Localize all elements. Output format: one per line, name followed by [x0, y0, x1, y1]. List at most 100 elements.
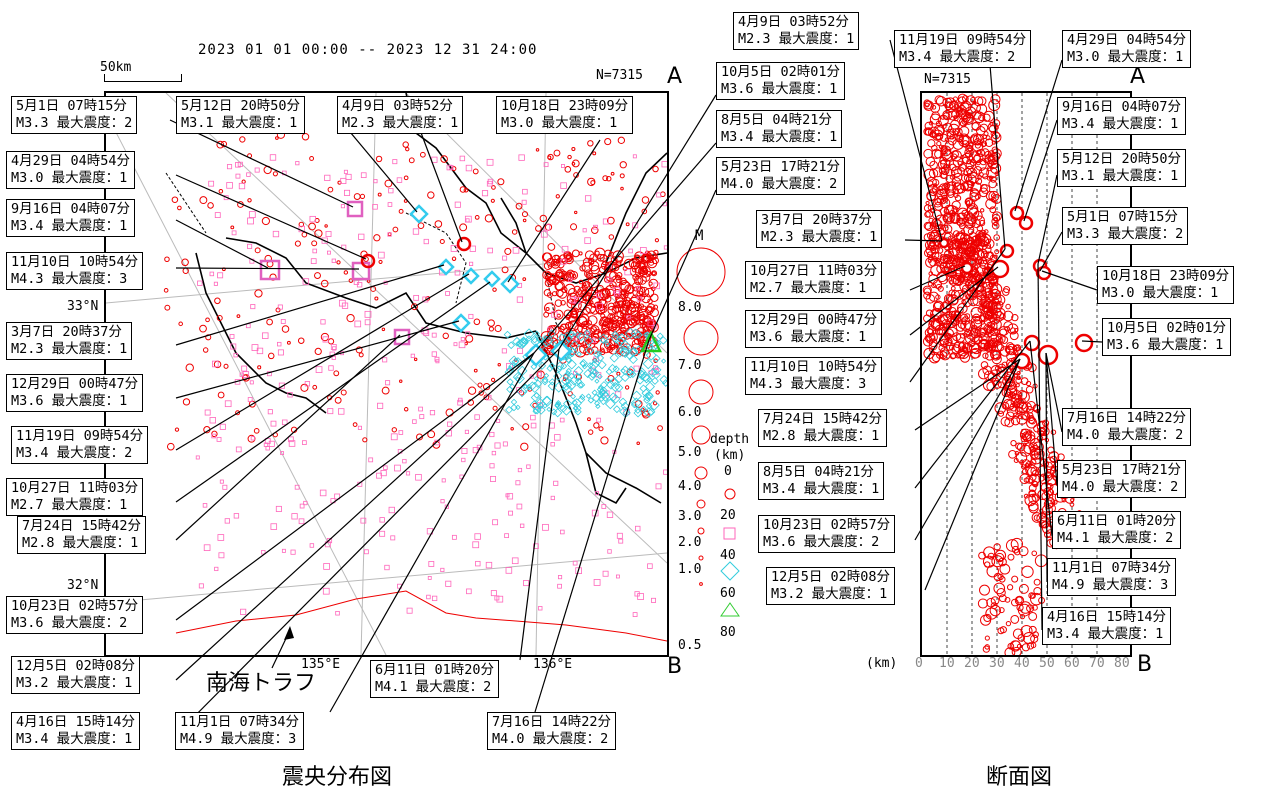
section-event	[951, 181, 957, 186]
map-event-shallow	[467, 399, 475, 406]
map-callout-6: 8月5日 04時21分 M3.4 最大震度：1	[716, 110, 843, 148]
section-event	[949, 212, 961, 224]
section-event	[979, 219, 986, 227]
map-event-mid	[582, 228, 587, 233]
map-event-mid	[247, 217, 254, 225]
map-event-mid	[459, 155, 466, 162]
map-event-mid	[216, 436, 222, 442]
map-event-shallow	[547, 155, 552, 160]
map-event-mid	[655, 483, 662, 490]
map-event-shallow	[641, 196, 650, 204]
map-event-mid	[554, 434, 561, 441]
map-event-shallow	[564, 166, 572, 173]
map-event-mid	[468, 313, 474, 319]
map-event-mid	[428, 561, 435, 567]
section-event	[965, 200, 971, 205]
map-event-shallow	[482, 382, 491, 391]
map-highlight-event	[409, 204, 429, 224]
section-event	[936, 271, 948, 283]
map-event-mid	[472, 541, 480, 549]
map-event-shallow	[547, 243, 556, 251]
map-event-mid	[335, 610, 340, 616]
map-event-shallow	[472, 168, 479, 175]
section-event-count: N=7315	[924, 72, 971, 87]
map-callout-7: 5月23日 17時21分 M4.0 最大震度：2	[716, 157, 846, 195]
map-event-mid	[661, 161, 667, 168]
section-callout-15: 8月5日 04時21分 M3.4 最大震度：1	[758, 462, 885, 500]
section-event	[1052, 499, 1058, 505]
map-event-shallow	[301, 133, 310, 141]
map-event-shallow	[257, 365, 262, 370]
map-event-shallow	[593, 422, 600, 429]
map-event-shallow	[398, 208, 404, 214]
map-event-mid	[322, 587, 330, 595]
map-event-mid	[208, 180, 215, 187]
nankai-trough-label: 南海トラフ	[206, 671, 317, 696]
map-event-mid	[450, 245, 458, 252]
section-event	[965, 160, 975, 170]
map-event-shallow	[378, 259, 383, 264]
map-event-shallow	[221, 267, 226, 272]
map-event-shallow	[520, 442, 529, 451]
map-event-mid	[343, 169, 348, 174]
map-event-shallow	[655, 390, 660, 395]
map-event-shallow	[392, 226, 399, 233]
map-event-shallow	[657, 425, 663, 432]
section-event	[1033, 578, 1041, 586]
map-event-mid	[323, 563, 330, 570]
map-event-shallow	[427, 430, 436, 439]
map-event-mid	[280, 319, 286, 324]
map-event-mid	[390, 535, 396, 541]
section-event	[1042, 419, 1050, 427]
map-event-shallow	[314, 347, 322, 356]
map-event-mid	[261, 550, 266, 555]
map-event-shallow	[375, 155, 383, 163]
section-callout-8: 10月27日 11時03分 M2.7 最大震度：1	[745, 261, 883, 299]
section-event	[1009, 331, 1019, 341]
section-event	[984, 635, 990, 641]
map-event-shallow	[346, 313, 355, 323]
map-event-shallow	[492, 405, 498, 411]
map-event-mid	[214, 212, 221, 219]
map-event-mid	[224, 400, 232, 408]
map-event-shallow	[300, 383, 309, 392]
map-event-shallow	[473, 368, 478, 373]
map-event-mid	[431, 156, 438, 163]
section-event	[1011, 314, 1019, 322]
map-event-mid	[615, 574, 620, 579]
section-event	[990, 596, 1000, 605]
depth-legend-40: 40	[720, 548, 736, 563]
map-event-mid	[328, 365, 334, 371]
map-event-mid	[651, 597, 657, 603]
section-event	[978, 167, 990, 178]
epicenter-map-canvas	[106, 93, 667, 655]
map-event-shallow	[571, 249, 580, 258]
map-event-shallow	[309, 156, 315, 161]
map-event-mid	[405, 471, 411, 476]
map-event-mid	[490, 590, 497, 597]
map-callout-20: 11月1日 07時34分 M4.9 最大震度：3	[175, 712, 305, 750]
section-axis-unit: (km)	[866, 656, 898, 671]
map-event-shallow	[545, 306, 550, 312]
map-event-mid	[217, 534, 225, 541]
map-event-mid	[445, 430, 452, 437]
legend-mag-0-5: 0.5	[678, 638, 702, 653]
section-event	[1044, 437, 1050, 443]
map-event-mid	[319, 489, 327, 497]
map-event-mid	[521, 199, 527, 205]
section-event	[1005, 303, 1011, 310]
map-event-mid	[515, 480, 521, 486]
map-event-mid	[278, 382, 285, 389]
section-callout-13: 7月24日 15時42分 M2.8 最大震度：1	[758, 409, 888, 447]
map-event-mid	[223, 195, 229, 201]
section-event	[956, 107, 963, 115]
section-event	[971, 121, 981, 131]
section-event	[983, 613, 992, 623]
map-event-shallow	[488, 326, 494, 332]
map-event-mid	[618, 538, 624, 544]
section-event	[979, 172, 984, 177]
map-event-shallow	[510, 426, 514, 431]
section-event	[970, 182, 983, 194]
epicenter-map	[104, 91, 669, 657]
map-event-deep	[609, 353, 619, 363]
